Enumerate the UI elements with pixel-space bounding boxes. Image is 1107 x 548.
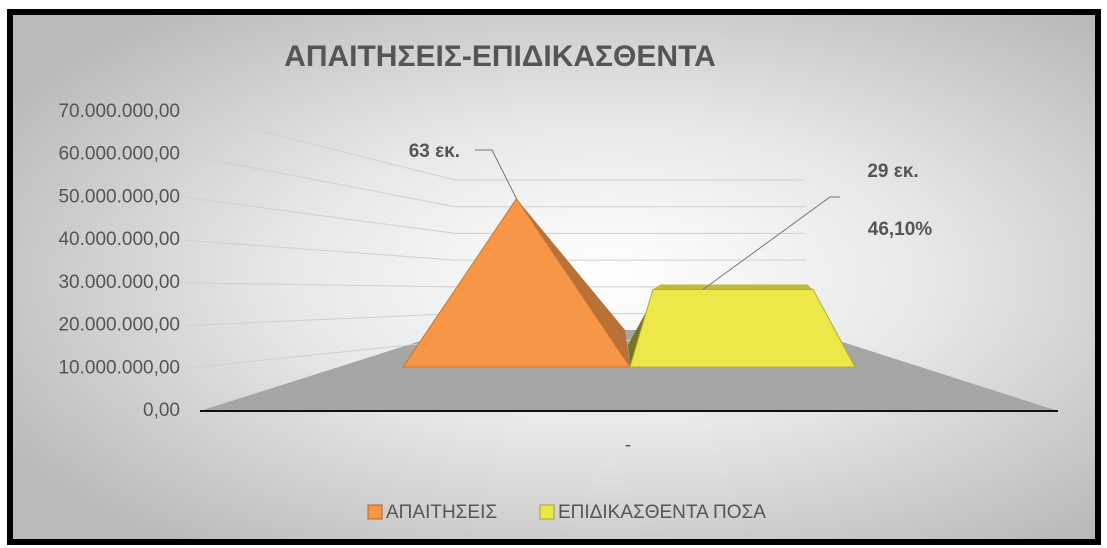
frustum bbox=[629, 289, 856, 368]
leader-line bbox=[475, 149, 517, 199]
grid-line bbox=[184, 154, 805, 208]
y-tick-label: 20.000.000,00 bbox=[58, 315, 180, 336]
y-tick-label: 30.000.000,00 bbox=[58, 272, 180, 293]
leader-line bbox=[702, 196, 840, 290]
y-tick-label: 60.000.000,00 bbox=[58, 144, 180, 165]
y-tick-label: 40.000.000,00 bbox=[58, 229, 180, 250]
grid-line bbox=[184, 111, 805, 181]
pyramid bbox=[402, 197, 631, 368]
y-tick-label: 70.000.000,00 bbox=[58, 101, 180, 122]
frustum-top bbox=[652, 284, 814, 290]
legend-label: ΕΠΙΔΙΚΑΣΘΕΝΤΑ ΠΟΣΑ bbox=[558, 502, 766, 523]
data-label: 63 εκ. bbox=[409, 141, 460, 162]
legend-label: ΑΠΑΙΤΗΣΕΙΣ bbox=[386, 502, 497, 523]
x-tick-label: - bbox=[625, 435, 631, 456]
legend-swatch bbox=[539, 504, 555, 520]
data-label: 29 εκ. bbox=[867, 161, 918, 182]
y-tick-label: 0,00 bbox=[143, 400, 180, 421]
legend-swatch bbox=[367, 504, 383, 520]
frustum-side bbox=[628, 284, 661, 367]
grid-line bbox=[184, 239, 805, 261]
y-tick-label: 10.000.000,00 bbox=[58, 357, 180, 378]
grid-line bbox=[184, 196, 805, 234]
chart-title: ΑΠΑΙΤΗΣΕΙΣ-ΕΠΙΔΙΚΑΣΘΕΝΤΑ bbox=[284, 40, 716, 73]
y-tick-label: 50.000.000,00 bbox=[58, 186, 180, 207]
annotation: 46,10% bbox=[868, 219, 933, 240]
